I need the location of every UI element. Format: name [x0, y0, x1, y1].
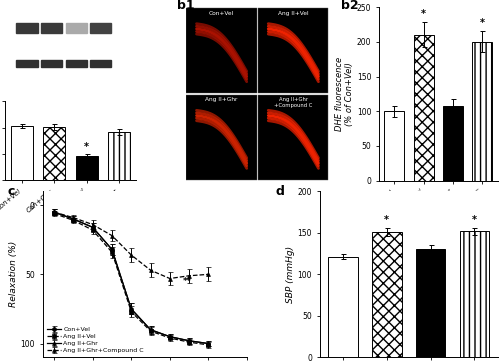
- Text: *: *: [421, 9, 426, 19]
- Bar: [460, 231, 490, 357]
- Text: c: c: [8, 185, 15, 198]
- Text: Ang II+Ghr: Ang II+Ghr: [206, 97, 238, 102]
- Text: Con+Vel: Con+Vel: [209, 11, 234, 16]
- Text: *: *: [84, 142, 89, 152]
- Bar: [66, 22, 87, 33]
- Bar: [44, 127, 66, 180]
- Bar: [414, 35, 434, 180]
- Bar: [328, 257, 358, 357]
- Bar: [66, 60, 87, 68]
- Bar: [90, 22, 112, 33]
- Bar: [108, 132, 130, 180]
- Bar: [186, 8, 257, 93]
- Y-axis label: DHE fluorescence
(% of Con+Vel): DHE fluorescence (% of Con+Vel): [334, 57, 354, 131]
- Text: b1: b1: [177, 0, 195, 12]
- Text: *: *: [480, 18, 484, 28]
- Bar: [384, 111, 404, 180]
- Text: Ang II+Vel: Ang II+Vel: [278, 11, 308, 16]
- Y-axis label: Relaxation (%): Relaxation (%): [8, 241, 18, 308]
- Text: d: d: [275, 185, 284, 198]
- Bar: [16, 22, 38, 33]
- Text: Ang II+Ghr
+Compound C: Ang II+Ghr +Compound C: [274, 97, 312, 108]
- Bar: [186, 95, 257, 180]
- Text: *: *: [472, 216, 477, 225]
- Text: b2: b2: [341, 0, 358, 12]
- Legend: Con+Vel, Ang II+Vel, Ang II+Ghr, Ang II+Ghr+Compound C: Con+Vel, Ang II+Vel, Ang II+Ghr, Ang II+…: [46, 326, 145, 354]
- Y-axis label: SBP (mmHg): SBP (mmHg): [286, 246, 294, 303]
- Bar: [372, 232, 402, 357]
- Bar: [11, 126, 33, 180]
- Text: **: **: [182, 277, 192, 286]
- Bar: [443, 106, 463, 180]
- Bar: [90, 60, 112, 68]
- Bar: [16, 60, 38, 68]
- Text: *: *: [384, 216, 389, 225]
- Bar: [416, 249, 446, 357]
- Bar: [41, 60, 62, 68]
- Bar: [41, 22, 62, 33]
- Bar: [258, 8, 328, 93]
- Bar: [258, 95, 328, 180]
- Bar: [472, 42, 492, 180]
- Bar: [76, 156, 98, 180]
